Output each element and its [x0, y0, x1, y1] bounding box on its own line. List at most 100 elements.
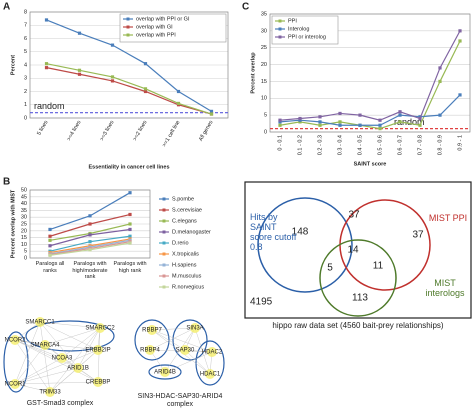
point-marker [458, 39, 462, 43]
legend-label: overlap with GI [136, 24, 173, 30]
y-tick-label: 10 [261, 96, 267, 102]
y-tick-label: 2 [24, 89, 27, 95]
x-tick-label: 0.1 - 0.2 [297, 135, 303, 155]
point-marker [318, 115, 322, 119]
legend-label: overlap with PPI or GI [136, 16, 190, 22]
legend-marker [126, 17, 130, 21]
network-node [207, 347, 217, 357]
point-marker [128, 212, 132, 217]
point-marker [418, 116, 422, 121]
x-tick-label: >=2 lines [132, 120, 148, 143]
network-edge [44, 344, 99, 383]
network-edge [151, 329, 186, 351]
network-edge [149, 327, 196, 351]
x-tick-label: All genes [198, 120, 215, 143]
legend-label: M.musculus [172, 273, 202, 279]
y-tick-label: 30 [261, 28, 267, 34]
y-tick-label: 5 [24, 49, 27, 55]
node-label: NCOR1 [4, 382, 26, 388]
point-marker [48, 238, 52, 242]
point-marker [438, 79, 442, 84]
y-tick-label: 15 [261, 79, 267, 85]
node-label: ERBB2IP [85, 348, 110, 354]
legend-marker [162, 241, 166, 245]
venn-count: 148 [292, 227, 309, 238]
network-title: SIN3-HDAC-SAP30-ARID4 complex [137, 393, 223, 408]
network-edge [184, 349, 211, 375]
legend-label: D.melanogaster [172, 229, 211, 235]
point-marker [418, 115, 422, 119]
node-label: SIN3A [186, 326, 203, 332]
point-marker [176, 101, 181, 106]
y-tick-label: 0 [264, 129, 267, 135]
x-axis-label: Essentiality in cancer cell lines [88, 164, 169, 170]
point-marker [128, 241, 132, 245]
legend-marker [162, 230, 166, 234]
legend-marker [162, 252, 166, 256]
y-tick-label: 0 [24, 115, 27, 121]
point-marker [278, 118, 282, 122]
legend-label: C.elegans [172, 218, 197, 224]
network-edge [14, 344, 46, 385]
y-tick-label: 5 [24, 249, 27, 255]
network-edge [39, 321, 79, 369]
point-marker [128, 222, 132, 226]
point-marker [209, 112, 214, 116]
point-marker [88, 214, 92, 218]
node-label: SMARCC2 [85, 326, 115, 332]
point-marker [143, 87, 148, 91]
x-tick-label: 0.4 - 0.5 [357, 135, 363, 155]
node-label: HDAC2 [202, 350, 223, 356]
y-tick-label: 25 [21, 221, 27, 227]
y-axis-label: Percent overlap [250, 52, 256, 94]
point-marker [298, 118, 302, 122]
point-marker [438, 66, 442, 70]
legend-marker [126, 25, 130, 29]
network-edge [14, 367, 79, 385]
network-node [160, 367, 170, 377]
y-tick-label: 3 [24, 76, 27, 82]
network-node [57, 353, 67, 363]
x-tick-label: 0.9 - 1 [457, 135, 463, 151]
point-marker [110, 75, 115, 79]
node-label: HDAC1 [200, 372, 221, 378]
network-edge [14, 339, 79, 369]
venn-set-label: Hits by SAINT score cutoff 0.8 [250, 212, 297, 252]
point-marker [338, 120, 342, 124]
network-node [190, 323, 200, 333]
x-tick-label: Paralogs with high rank [113, 261, 147, 274]
point-marker [77, 68, 82, 72]
legend-label: PPI [288, 18, 297, 24]
panel-label: C [242, 2, 249, 13]
point-marker [458, 29, 462, 33]
venn-count: 37 [412, 230, 424, 241]
point-marker [128, 234, 132, 238]
node-label: RBBP7 [142, 328, 162, 334]
network-node [147, 325, 157, 335]
legend-label: X.tropicalis [172, 251, 199, 257]
point-marker [44, 18, 49, 22]
network-edge [194, 327, 211, 375]
network-node [93, 345, 103, 355]
y-axis-label: Percent [10, 55, 16, 75]
legend-label: R.norvegicus [172, 284, 204, 290]
legend-label: D.rerio [172, 240, 189, 246]
legend-box [119, 13, 227, 43]
point-marker [88, 222, 92, 226]
series-line [279, 40, 461, 130]
network-edge [164, 351, 213, 373]
point-marker [278, 120, 282, 124]
legend-label: S.pombe [172, 196, 194, 202]
network-edge [151, 329, 213, 353]
point-marker [458, 93, 462, 97]
series-line [46, 19, 212, 112]
node-label: ARID1B [67, 366, 89, 372]
x-tick-label: 0.8 - 0.9 [437, 135, 443, 155]
point-marker [298, 120, 302, 124]
legend-marker [278, 19, 282, 23]
node-label: SAP30 [176, 348, 195, 354]
venn-set-label: MIST interologs [425, 278, 465, 298]
y-tick-label: 4 [24, 62, 27, 68]
network-edge [61, 327, 101, 359]
point-marker [298, 116, 302, 121]
